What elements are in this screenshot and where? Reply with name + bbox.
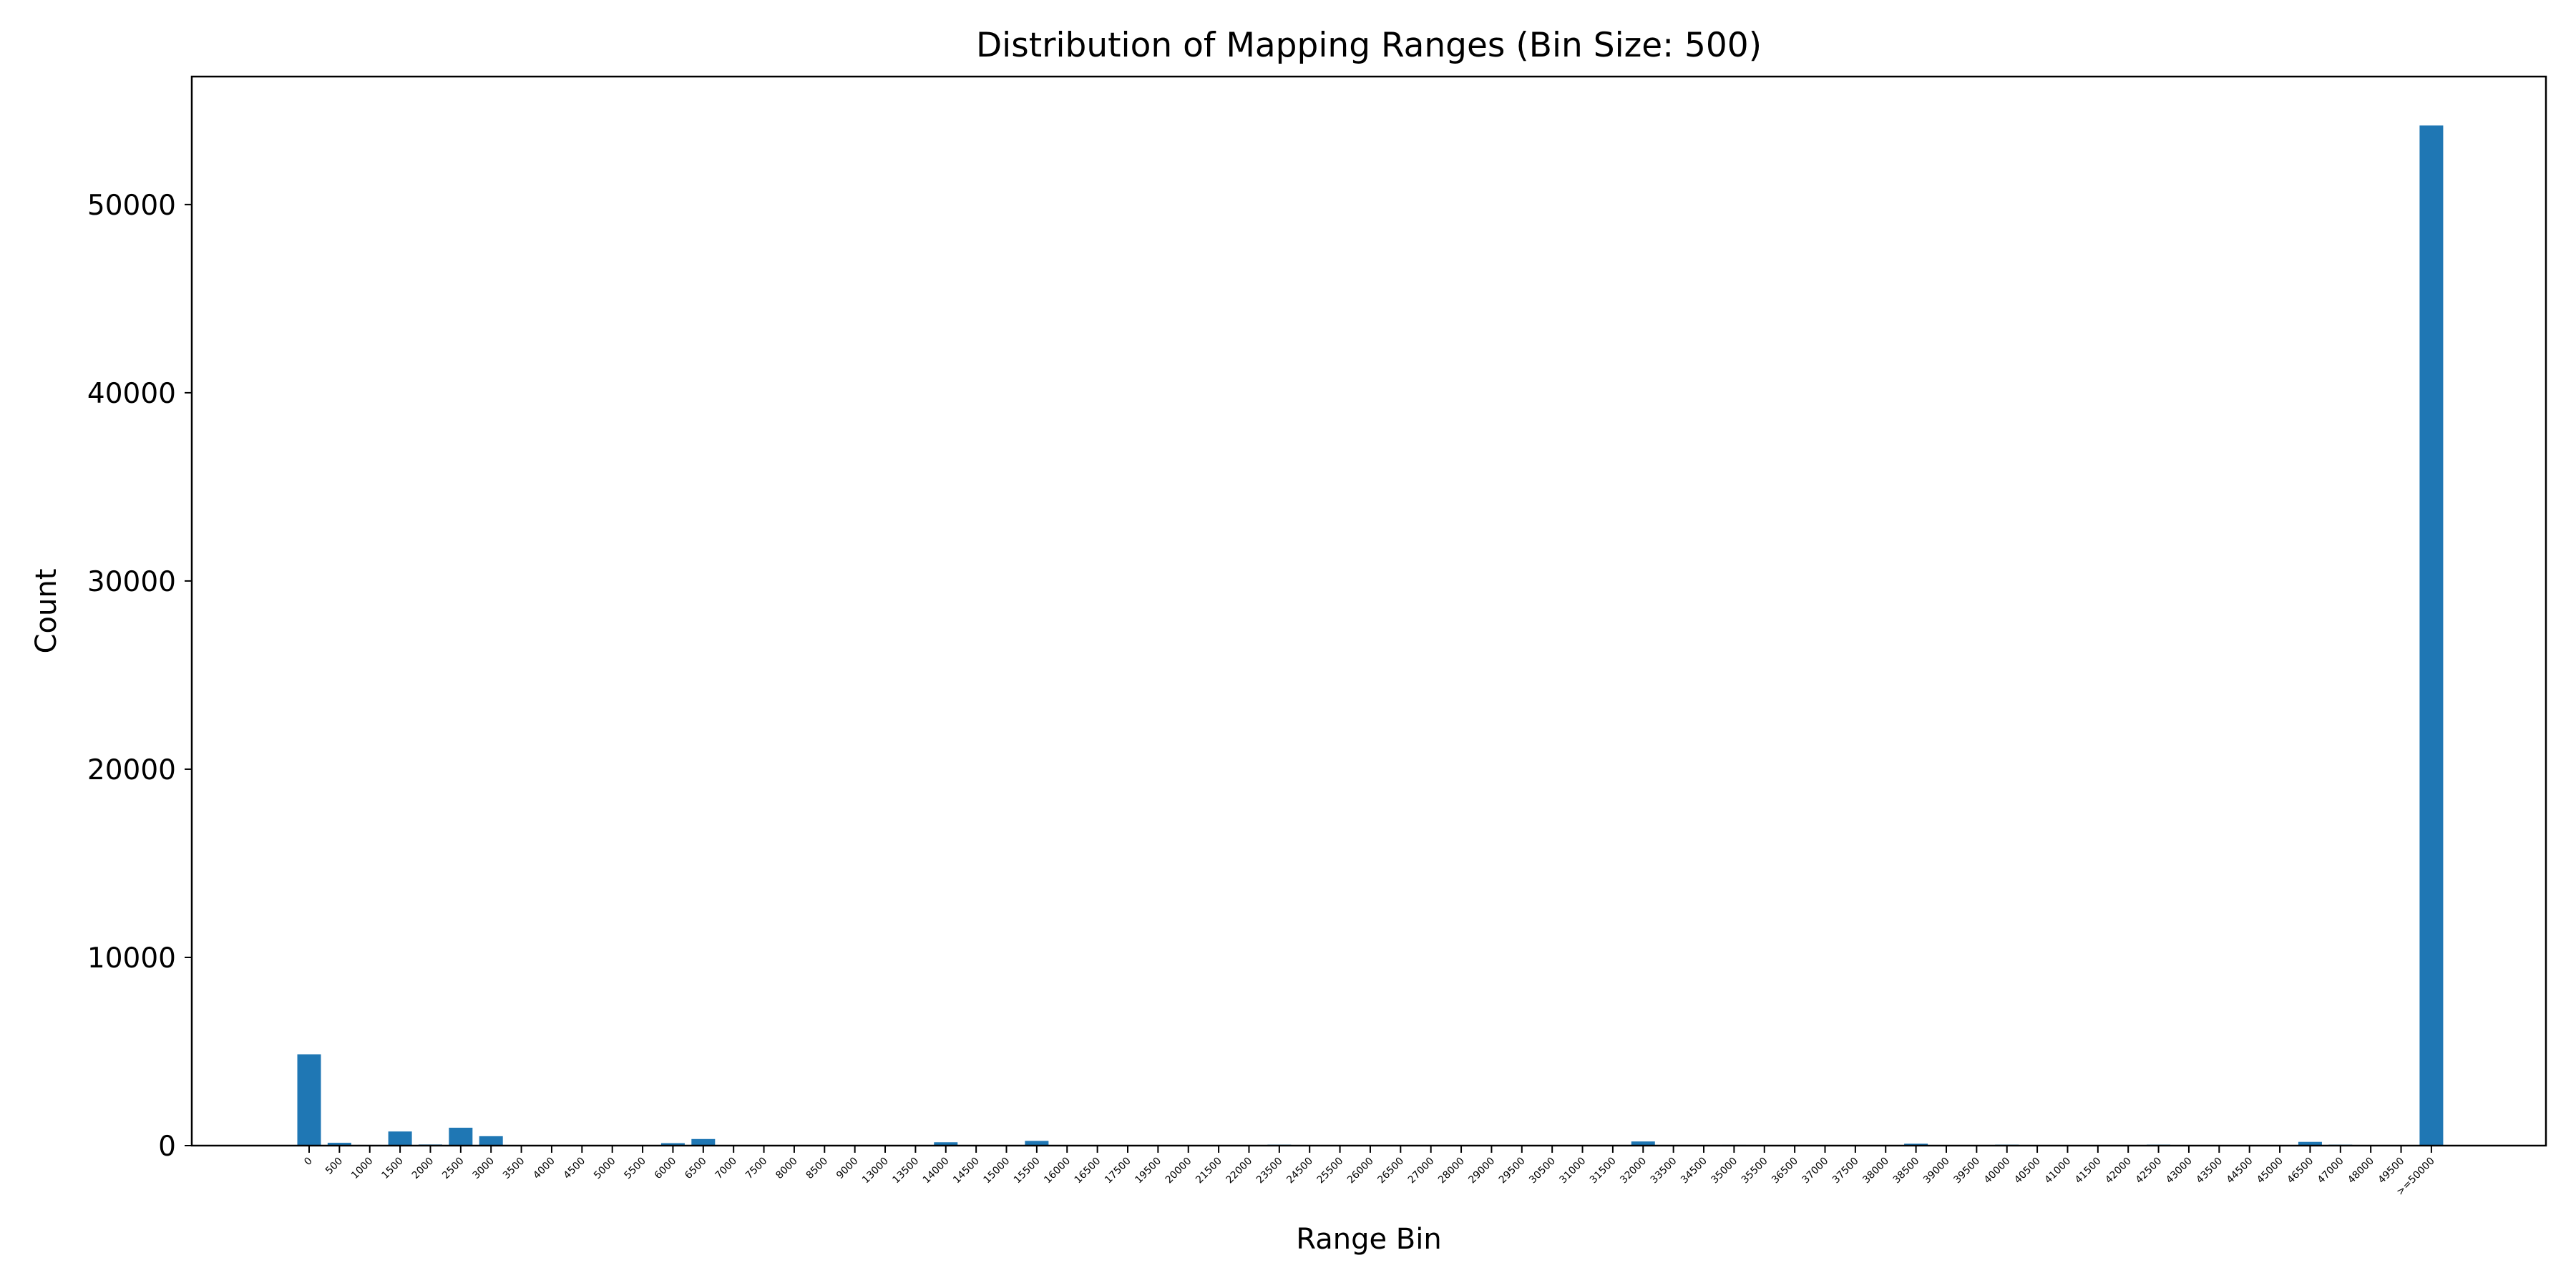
- x-tick-label: 46500: [2285, 1156, 2316, 1186]
- x-tick-label: 8000: [774, 1156, 800, 1182]
- bar: [2419, 125, 2444, 1146]
- bar: [388, 1131, 412, 1146]
- bar: [297, 1054, 321, 1146]
- x-tick-label: 2500: [440, 1156, 467, 1182]
- bars-group: [297, 125, 2444, 1146]
- x-tick-label: 40000: [1982, 1156, 2013, 1186]
- x-tick-label: 9000: [834, 1156, 861, 1182]
- x-tick-label: 16000: [1042, 1156, 1073, 1186]
- x-tick-label: 38000: [1860, 1156, 1891, 1186]
- x-tick-label: 4500: [562, 1156, 588, 1182]
- x-tick-label: 32000: [1618, 1156, 1649, 1186]
- x-tick-label: 5000: [592, 1156, 618, 1182]
- x-tick-label: 13500: [890, 1156, 921, 1186]
- x-tick-label: 35500: [1740, 1156, 1770, 1186]
- x-tick-label: 14500: [951, 1156, 982, 1186]
- x-tick-label: 25500: [1315, 1156, 1346, 1186]
- x-tick-label: 40500: [2012, 1156, 2043, 1186]
- bar: [327, 1143, 351, 1146]
- x-tick-label: 13000: [860, 1156, 891, 1186]
- x-tick-label: 5500: [622, 1156, 648, 1182]
- x-tick-label: 500: [323, 1156, 345, 1177]
- x-tick-label: 28000: [1436, 1156, 1467, 1186]
- y-tick-label: 10000: [87, 942, 176, 975]
- x-tick-label: 24500: [1284, 1156, 1315, 1186]
- y-tick-label: 0: [158, 1131, 176, 1163]
- bar: [1025, 1141, 1049, 1146]
- x-tick-label: 22000: [1224, 1156, 1254, 1186]
- bar: [691, 1138, 716, 1146]
- x-tick-label: 19500: [1133, 1156, 1163, 1186]
- x-tick-label: 35000: [1709, 1156, 1740, 1186]
- x-tick-label: 3500: [501, 1156, 527, 1182]
- y-axis-label: Count: [30, 569, 63, 654]
- chart-title: Distribution of Mapping Ranges (Bin Size…: [976, 26, 1762, 65]
- x-tick-label: 15000: [982, 1156, 1013, 1186]
- x-tick-label: 15500: [1012, 1156, 1043, 1186]
- x-tick-label: 37500: [1830, 1156, 1861, 1186]
- y-tick-label: 30000: [87, 566, 176, 598]
- x-tick-label: 3000: [471, 1156, 497, 1182]
- x-tick-label: 23500: [1254, 1156, 1285, 1186]
- x-axis-label: Range Bin: [1296, 1223, 1441, 1256]
- x-tick-label: 6000: [653, 1156, 679, 1182]
- x-tick-label: 16500: [1073, 1156, 1103, 1186]
- x-tick-label: 42500: [2134, 1156, 2165, 1186]
- y-tick-label: 20000: [87, 754, 176, 786]
- x-tick-label: 31500: [1588, 1156, 1619, 1186]
- x-tick-label: 27000: [1406, 1156, 1437, 1186]
- bar: [1904, 1143, 1928, 1146]
- x-tick-label: 42000: [2103, 1156, 2134, 1186]
- x-tick-label: 47000: [2316, 1156, 2346, 1186]
- x-tick-label: 26000: [1345, 1156, 1376, 1186]
- x-tick-label: 30500: [1527, 1156, 1558, 1186]
- x-ticks-group: 0 500 1000 1500 2000 2500 3000 3500 4000 4500 5000…: [302, 1146, 2437, 1198]
- bar: [1631, 1141, 1655, 1146]
- x-tick-label: 1500: [379, 1156, 406, 1182]
- plot-area: [192, 77, 2546, 1146]
- x-tick-label: 45000: [2255, 1156, 2285, 1186]
- bar: [479, 1136, 503, 1146]
- x-tick-label: 26500: [1375, 1156, 1406, 1186]
- x-tick-label: 29000: [1466, 1156, 1497, 1186]
- x-tick-label: 21500: [1194, 1156, 1224, 1186]
- x-tick-label: 48000: [2346, 1156, 2376, 1186]
- x-tick-label: 20000: [1163, 1156, 1194, 1186]
- bar: [660, 1143, 685, 1146]
- x-tick-label: 38500: [1891, 1156, 1922, 1186]
- plot-frame: [190, 75, 2547, 1147]
- y-tick-label: 40000: [87, 378, 176, 410]
- x-tick-label: 39500: [1951, 1156, 1982, 1186]
- x-tick-label: 41500: [2073, 1156, 2104, 1186]
- x-tick-label: 44500: [2225, 1156, 2255, 1186]
- x-tick-label: 8500: [804, 1156, 831, 1182]
- x-tick-label: 34500: [1679, 1156, 1709, 1186]
- x-tick-label: 6500: [683, 1156, 709, 1182]
- x-tick-label: 29500: [1497, 1156, 1528, 1186]
- bar: [449, 1128, 473, 1146]
- x-tick-label: 39000: [1921, 1156, 1952, 1186]
- x-tick-label: 14000: [921, 1156, 952, 1186]
- x-tick-label: 43000: [2164, 1156, 2195, 1186]
- x-tick-label: 36500: [1770, 1156, 1800, 1186]
- x-tick-label: 1000: [349, 1156, 376, 1182]
- x-tick-label: 4000: [531, 1156, 557, 1182]
- x-tick-label: 37000: [1800, 1156, 1831, 1186]
- x-tick-label: 41000: [2042, 1156, 2073, 1186]
- x-tick-label: 33500: [1649, 1156, 1679, 1186]
- y-tick-label: 50000: [87, 190, 176, 222]
- bar: [2298, 1141, 2322, 1146]
- bar: [934, 1142, 958, 1146]
- x-tick-label: 17500: [1103, 1156, 1133, 1186]
- x-tick-label: 0: [302, 1156, 315, 1169]
- x-tick-label: 7500: [743, 1156, 770, 1182]
- x-tick-label: 43500: [2194, 1156, 2225, 1186]
- x-tick-label: 31000: [1558, 1156, 1589, 1186]
- y-ticks-group: 0 10000 20000 30000 40000 50000: [87, 190, 192, 1163]
- x-tick-label: 7000: [713, 1156, 739, 1182]
- x-tick-label: 2000: [410, 1156, 436, 1182]
